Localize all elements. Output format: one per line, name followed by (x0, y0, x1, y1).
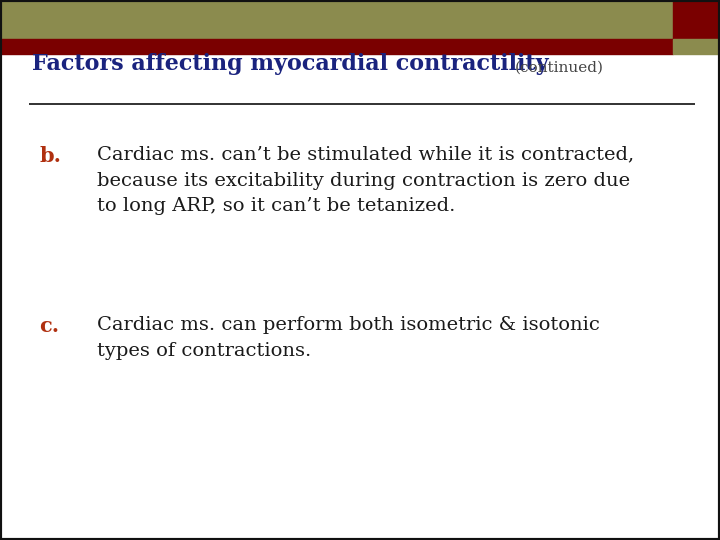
Bar (0, 0, 673, 39)
Bar (673, 39, 720, 54)
Text: Cardiac ms. can perform both isometric & isotonic
types of contractions.: Cardiac ms. can perform both isometric &… (97, 316, 600, 360)
Text: Factors affecting myocardial contractility: Factors affecting myocardial contractili… (32, 52, 549, 75)
Text: Cardiac ms. can’t be stimulated while it is contracted,
because its excitability: Cardiac ms. can’t be stimulated while it… (97, 146, 634, 215)
Bar (673, 0, 720, 39)
Text: (continued): (continued) (515, 60, 604, 75)
Text: b.: b. (40, 146, 62, 166)
Bar (0, 39, 673, 54)
Text: c.: c. (40, 316, 60, 336)
